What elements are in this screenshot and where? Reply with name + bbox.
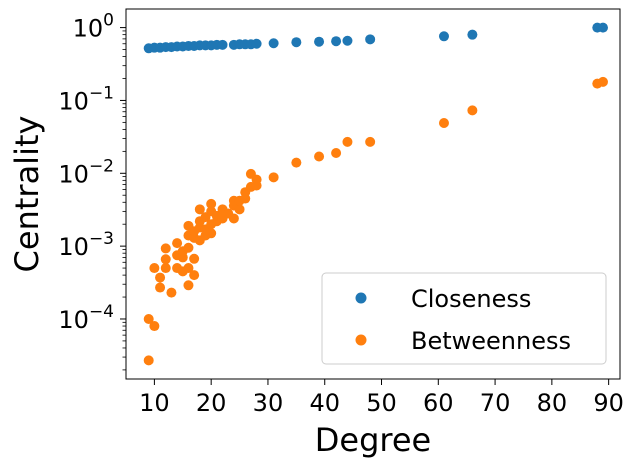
x-tick-label: 80 (537, 389, 568, 417)
betweenness-point (291, 157, 302, 168)
closeness-point (291, 37, 302, 48)
betweenness-point (189, 270, 200, 281)
x-axis: 10 20 30 40 50 60 70 80 90 (139, 379, 624, 417)
betweenness-point (155, 272, 166, 283)
betweenness-point (160, 243, 171, 254)
closeness-point (597, 22, 608, 33)
betweenness-point (467, 105, 478, 116)
x-tick-label: 50 (366, 389, 397, 417)
closeness-point (467, 29, 478, 40)
legend-marker-betweenness (355, 334, 367, 346)
betweenness-point (149, 321, 160, 332)
betweenness-point (251, 174, 262, 185)
closeness-point (268, 38, 279, 49)
legend-label-closeness: Closeness (411, 285, 531, 313)
legend-marker-closeness (355, 292, 367, 304)
betweenness-point (234, 204, 245, 215)
y-axis: 100 10−1 10−2 10−3 10−4 (58, 11, 126, 371)
closeness-point (251, 38, 262, 49)
betweenness-point (155, 282, 166, 293)
closeness-point (365, 34, 376, 45)
betweenness-point (160, 254, 171, 265)
x-tick-label: 90 (593, 389, 624, 417)
closeness-point (438, 31, 449, 42)
y-tick-label: 10−4 (58, 302, 114, 334)
x-tick-label: 70 (480, 389, 511, 417)
betweenness-point (438, 118, 449, 129)
x-tick-label: 20 (196, 389, 227, 417)
betweenness-point (194, 204, 205, 215)
points-layer (143, 22, 608, 366)
betweenness-point (597, 76, 608, 87)
betweenness-point (183, 263, 194, 274)
x-axis-title: Degree (315, 421, 431, 459)
betweenness-point (228, 213, 239, 224)
betweenness-point (183, 280, 194, 291)
legend-label-betweenness: Betweenness (411, 327, 571, 355)
betweenness-point (149, 263, 160, 274)
y-tick-label: 10−3 (58, 229, 114, 261)
betweenness-point (268, 172, 279, 183)
betweenness-point (331, 147, 342, 158)
betweenness-point (206, 228, 217, 239)
y-tick-label: 10−1 (58, 83, 114, 115)
closeness-point (314, 36, 325, 47)
betweenness-point (365, 136, 376, 147)
betweenness-point (160, 263, 171, 274)
betweenness-point (183, 242, 194, 253)
y-tick-label: 100 (73, 11, 114, 43)
betweenness-point (189, 253, 200, 264)
betweenness-point (143, 355, 154, 366)
x-tick-label: 30 (253, 389, 284, 417)
x-tick-label: 60 (423, 389, 454, 417)
betweenness-point (172, 238, 183, 249)
y-tick-label: 10−2 (58, 156, 114, 188)
betweenness-point (166, 287, 177, 298)
betweenness-point (206, 198, 217, 209)
legend-box (321, 272, 607, 365)
closeness-point (331, 36, 342, 47)
betweenness-point (314, 151, 325, 162)
betweenness-point (143, 313, 154, 324)
x-tick-label: 40 (309, 389, 340, 417)
closeness-point (342, 35, 353, 46)
betweenness-point (342, 136, 353, 147)
x-tick-label: 10 (139, 389, 170, 417)
plot-frame (125, 8, 621, 380)
y-axis-title: Centrality (8, 116, 46, 273)
legend: Closeness Betweenness (321, 272, 607, 365)
closeness-point (217, 39, 228, 50)
